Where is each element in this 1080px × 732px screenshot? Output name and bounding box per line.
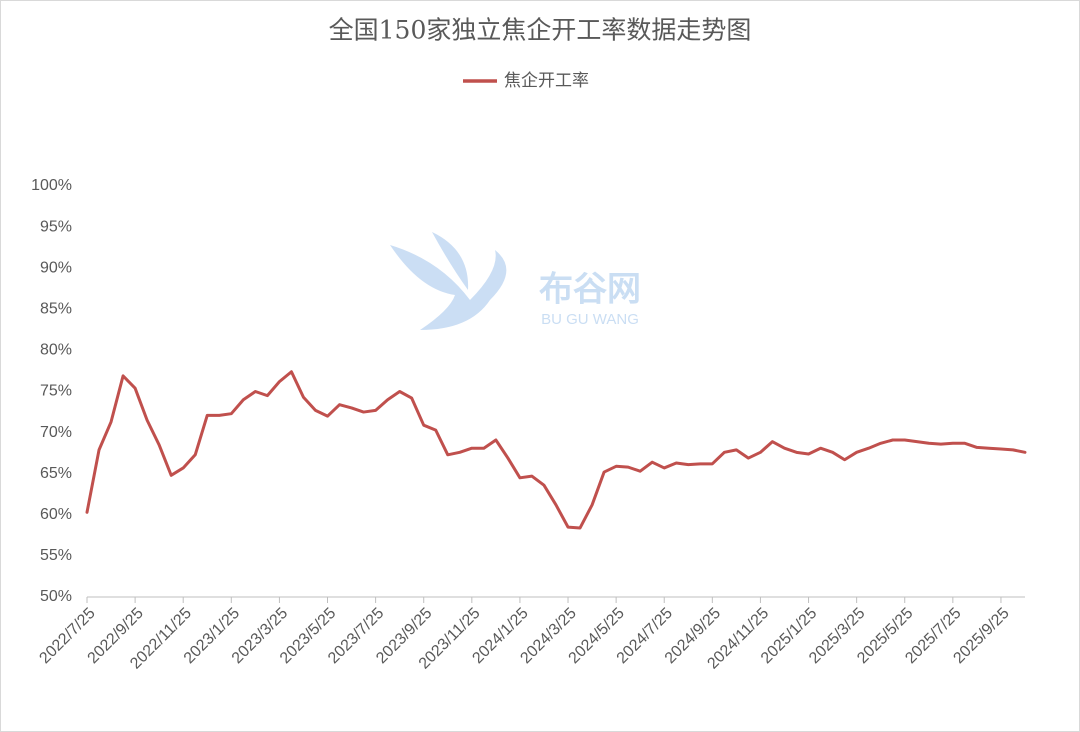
y-tick-label: 100% xyxy=(31,177,72,194)
watermark-subtext: BU GU WANG xyxy=(541,311,639,328)
y-tick-label: 85% xyxy=(40,301,72,318)
y-tick-label: 80% xyxy=(40,342,72,359)
y-tick-label: 60% xyxy=(40,506,72,523)
watermark-wing xyxy=(432,232,469,290)
y-tick-label: 50% xyxy=(40,588,72,605)
data-line xyxy=(85,370,1027,530)
y-tick-label: 55% xyxy=(40,547,72,564)
y-tick-label: 65% xyxy=(40,465,72,482)
watermark: 布谷网 BU GU WANG xyxy=(390,232,641,330)
legend-label: 焦企开工率 xyxy=(504,71,589,91)
y-tick-label: 95% xyxy=(40,218,72,235)
y-tick-label: 75% xyxy=(40,383,72,400)
y-tick-label: 90% xyxy=(40,259,72,276)
chart-title: 全国150家独立焦企开工率数据走势图 xyxy=(329,16,752,45)
watermark-bird xyxy=(390,245,507,330)
watermark-text: 布谷网 xyxy=(539,270,641,310)
y-tick-label: 70% xyxy=(40,424,72,441)
